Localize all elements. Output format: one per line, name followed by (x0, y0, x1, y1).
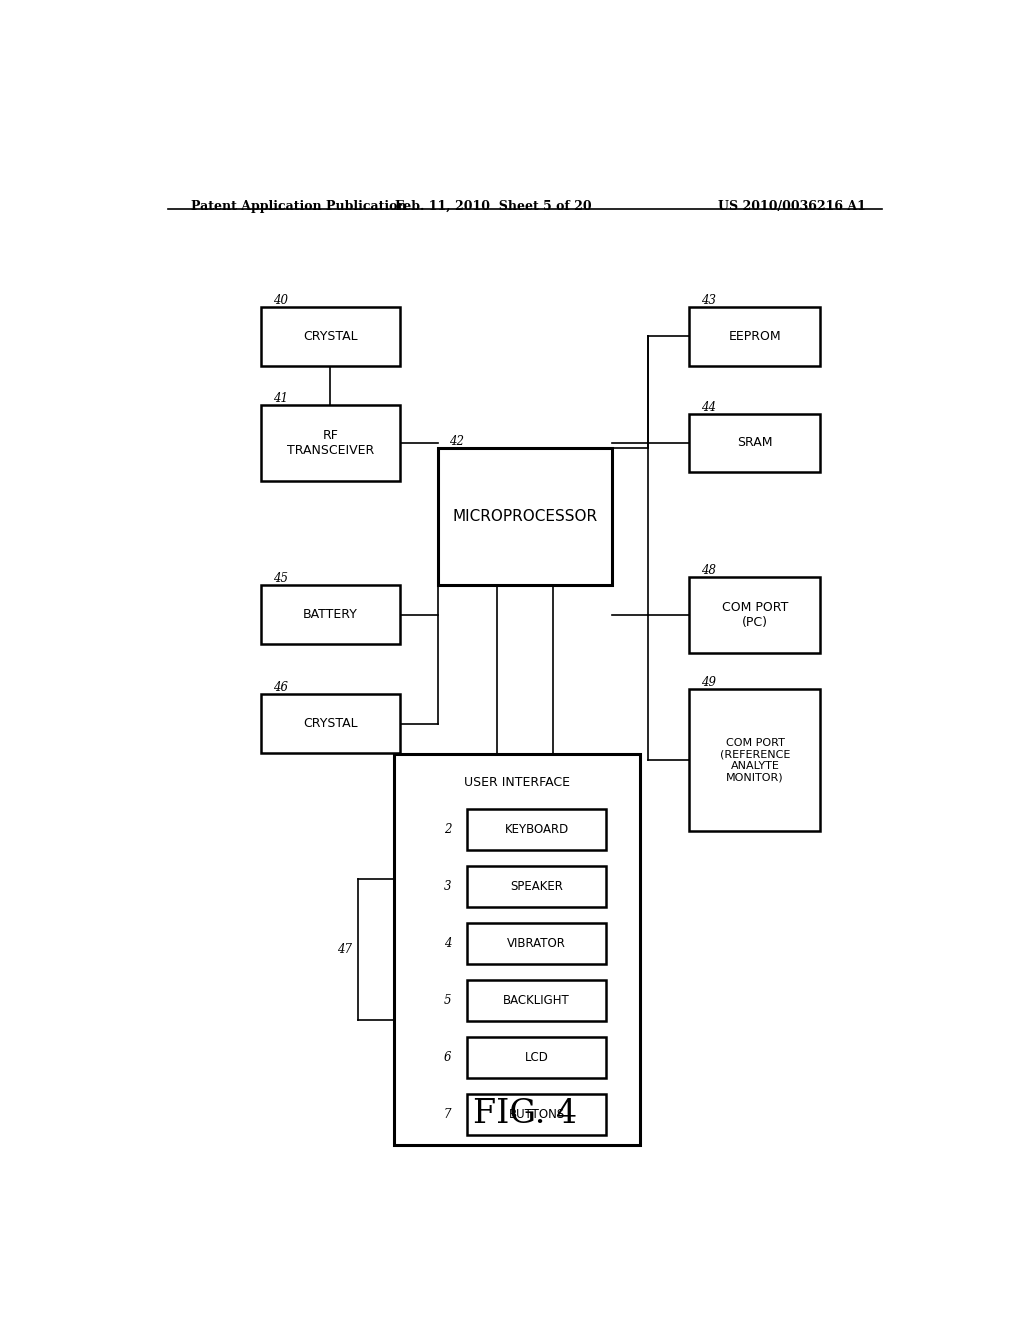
Text: CRYSTAL: CRYSTAL (303, 330, 357, 343)
Text: 5: 5 (443, 994, 452, 1007)
Bar (467, 1094, 606, 1135)
Text: SPEAKER: SPEAKER (510, 880, 563, 894)
Text: 42: 42 (450, 434, 465, 447)
Text: EEPROM: EEPROM (729, 330, 781, 343)
Text: USER INTERFACE: USER INTERFACE (464, 776, 570, 789)
Bar (261, 694, 399, 752)
Text: 6: 6 (443, 1051, 452, 1064)
Text: BACKLIGHT: BACKLIGHT (504, 994, 570, 1007)
Text: CRYSTAL: CRYSTAL (303, 717, 357, 730)
Text: BATTERY: BATTERY (303, 609, 357, 622)
Text: SRAM: SRAM (737, 437, 773, 450)
Text: RF
TRANSCEIVER: RF TRANSCEIVER (287, 429, 374, 457)
Text: 45: 45 (272, 573, 288, 585)
Text: 47: 47 (337, 942, 352, 956)
Text: 2: 2 (443, 824, 452, 837)
Text: 49: 49 (701, 676, 717, 689)
Text: 44: 44 (701, 400, 717, 413)
Bar (689, 413, 820, 473)
Text: 48: 48 (701, 564, 717, 577)
Bar (467, 923, 606, 964)
Bar (394, 754, 640, 1144)
Bar (437, 447, 612, 585)
Bar (467, 809, 606, 850)
Bar (689, 689, 820, 832)
Bar (467, 866, 606, 907)
Bar (467, 981, 606, 1020)
Text: VIBRATOR: VIBRATOR (507, 937, 566, 950)
Text: 4: 4 (443, 937, 452, 950)
Text: 46: 46 (272, 681, 288, 694)
Bar (689, 577, 820, 653)
Bar (261, 405, 399, 480)
Text: 40: 40 (272, 294, 288, 306)
Text: LCD: LCD (524, 1051, 549, 1064)
Text: 3: 3 (443, 880, 452, 894)
Text: US 2010/0036216 A1: US 2010/0036216 A1 (718, 201, 866, 213)
Text: 43: 43 (701, 294, 717, 306)
Text: MICROPROCESSOR: MICROPROCESSOR (453, 508, 597, 524)
Text: Feb. 11, 2010  Sheet 5 of 20: Feb. 11, 2010 Sheet 5 of 20 (394, 201, 592, 213)
Text: 41: 41 (272, 392, 288, 405)
Bar (261, 306, 399, 366)
Text: BUTTONS: BUTTONS (509, 1107, 565, 1121)
Text: 7: 7 (443, 1107, 452, 1121)
Text: Patent Application Publication: Patent Application Publication (191, 201, 407, 213)
Text: COM PORT
(REFERENCE
ANALYTE
MONITOR): COM PORT (REFERENCE ANALYTE MONITOR) (720, 738, 791, 783)
Text: FIG. 4: FIG. 4 (473, 1098, 577, 1130)
Text: COM PORT
(PC): COM PORT (PC) (722, 601, 788, 628)
Bar (261, 585, 399, 644)
Bar (689, 306, 820, 366)
Bar (467, 1038, 606, 1077)
Text: KEYBOARD: KEYBOARD (505, 824, 568, 837)
